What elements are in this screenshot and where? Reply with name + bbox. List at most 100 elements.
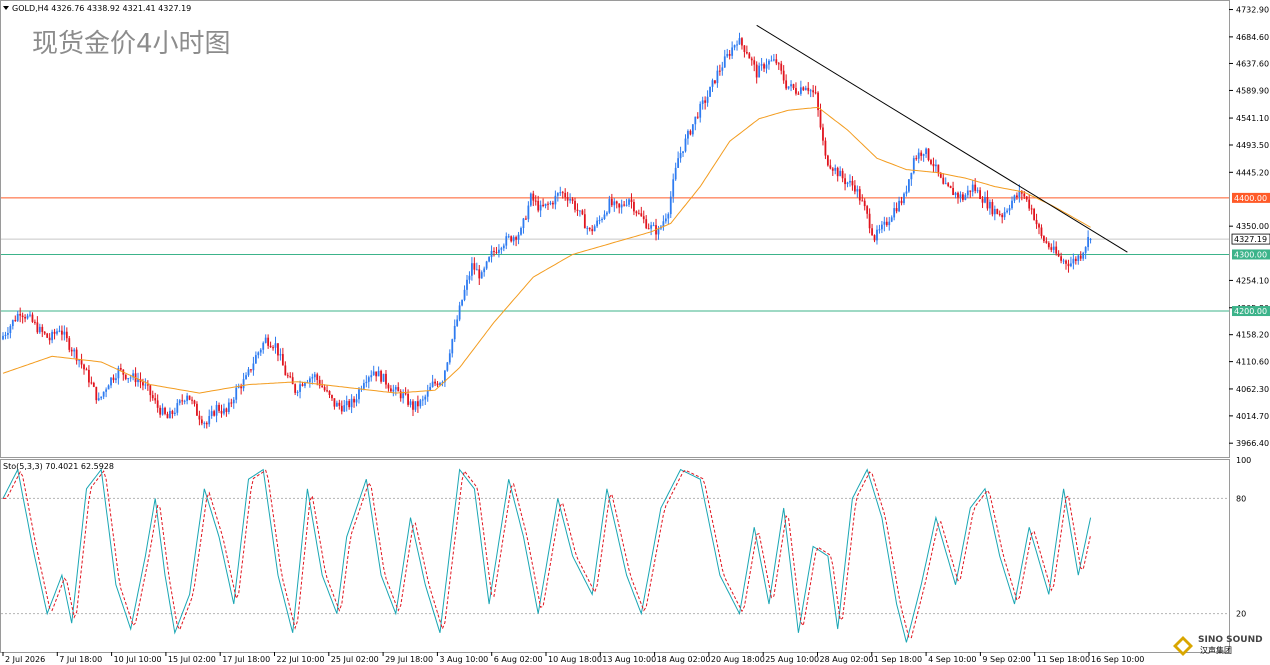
candle-body bbox=[429, 386, 432, 391]
time-tick-label: 10 Aug 18:00 bbox=[548, 655, 602, 664]
candle-body bbox=[630, 199, 633, 202]
candle-body bbox=[237, 386, 240, 388]
candle-body bbox=[679, 153, 682, 159]
candle-body bbox=[166, 413, 169, 419]
candle-body bbox=[868, 213, 871, 229]
candle-body bbox=[68, 338, 71, 350]
candle-body bbox=[912, 158, 915, 173]
candle-body bbox=[652, 225, 655, 227]
candle-body bbox=[291, 377, 294, 385]
candle-body bbox=[446, 362, 449, 371]
candle-body bbox=[313, 374, 316, 378]
candle-body bbox=[610, 198, 613, 206]
candle-body bbox=[718, 70, 721, 72]
candle-body bbox=[1025, 196, 1028, 200]
candle-body bbox=[667, 214, 670, 219]
candle-body bbox=[1057, 253, 1060, 257]
candle-body bbox=[741, 38, 743, 46]
candle-body bbox=[603, 214, 606, 219]
candle-body bbox=[588, 227, 591, 230]
candle-body bbox=[203, 422, 206, 424]
candle-body bbox=[758, 65, 761, 78]
candle-body bbox=[907, 179, 910, 192]
candle-body bbox=[974, 184, 977, 191]
candle-body bbox=[402, 393, 405, 399]
time-tick-label: 28 Aug 02:00 bbox=[820, 655, 874, 664]
candle-body bbox=[188, 395, 191, 400]
candle-body bbox=[38, 326, 41, 333]
price-tag-label: 4400.00 bbox=[1234, 194, 1267, 203]
time-tick-label: 10 Jul 10:00 bbox=[114, 655, 162, 664]
candle-body bbox=[993, 209, 996, 215]
price-tag bbox=[1232, 249, 1270, 260]
candle-body bbox=[159, 407, 162, 415]
candle-body bbox=[95, 386, 98, 401]
candle-body bbox=[645, 219, 648, 229]
candle-body bbox=[915, 158, 918, 160]
candle-body bbox=[397, 387, 400, 392]
candle-body bbox=[984, 197, 986, 203]
candle-body bbox=[723, 56, 726, 68]
price-tag-label: 4200.00 bbox=[1234, 307, 1267, 316]
candle-body bbox=[863, 200, 866, 207]
candle-body bbox=[173, 412, 176, 415]
candle-body bbox=[880, 224, 883, 230]
candle-body bbox=[846, 182, 849, 185]
candle-body bbox=[1052, 246, 1055, 250]
trendline bbox=[756, 24, 1128, 253]
candle-body bbox=[787, 86, 790, 89]
candle-body bbox=[763, 64, 765, 69]
candle-body bbox=[780, 63, 783, 71]
candle-body bbox=[804, 87, 807, 91]
candle-body bbox=[264, 337, 267, 343]
candle-body bbox=[1082, 252, 1085, 259]
candle-body bbox=[412, 401, 414, 410]
candle-body bbox=[802, 87, 805, 91]
candle-body bbox=[608, 198, 611, 213]
candle-body bbox=[485, 261, 488, 269]
candle-body bbox=[498, 249, 500, 253]
time-tick-label: 16 Sep 10:00 bbox=[1091, 655, 1144, 664]
candle-body bbox=[861, 200, 864, 202]
candle-body bbox=[304, 382, 306, 386]
indicator-panel-frame bbox=[0, 459, 1230, 653]
candle-body bbox=[250, 369, 252, 371]
candle-body bbox=[426, 390, 429, 397]
price-tick-label: 4493.50 bbox=[1236, 141, 1269, 150]
candle-body bbox=[866, 206, 869, 214]
stochastic-label: Sto(5,3,3) 70.4021 62.5928 bbox=[3, 462, 114, 471]
candle-body bbox=[826, 155, 829, 166]
symbol-dropdown-icon[interactable] bbox=[3, 6, 9, 10]
price-tag bbox=[1231, 233, 1270, 245]
candle-body bbox=[274, 343, 277, 348]
candle-body bbox=[387, 384, 390, 389]
candle-body bbox=[583, 214, 586, 229]
candle-body bbox=[677, 158, 680, 168]
candle-body bbox=[495, 251, 498, 253]
candle-body bbox=[959, 194, 962, 198]
candle-body bbox=[618, 203, 621, 208]
candle-body bbox=[552, 202, 554, 205]
candle-body bbox=[407, 393, 409, 405]
candle-body bbox=[682, 151, 684, 154]
candle-body bbox=[932, 163, 935, 167]
candle-body bbox=[569, 198, 572, 201]
candle-body bbox=[225, 408, 228, 413]
candle-body bbox=[529, 193, 532, 206]
candle-body bbox=[986, 197, 989, 209]
candle-body bbox=[16, 313, 19, 321]
candle-body bbox=[1070, 263, 1072, 267]
candle-body bbox=[969, 190, 972, 192]
candle-body bbox=[200, 419, 203, 424]
candle-body bbox=[824, 140, 827, 156]
candle-body bbox=[954, 192, 957, 196]
candle-body bbox=[920, 152, 923, 156]
candle-body bbox=[21, 315, 24, 318]
candle-body bbox=[669, 196, 672, 215]
price-layer bbox=[1, 24, 1229, 429]
candle-body bbox=[917, 152, 920, 159]
candle-body bbox=[814, 92, 817, 94]
candle-body bbox=[701, 100, 704, 104]
candle-body bbox=[321, 385, 324, 388]
stochastic-layer bbox=[1, 468, 1229, 643]
